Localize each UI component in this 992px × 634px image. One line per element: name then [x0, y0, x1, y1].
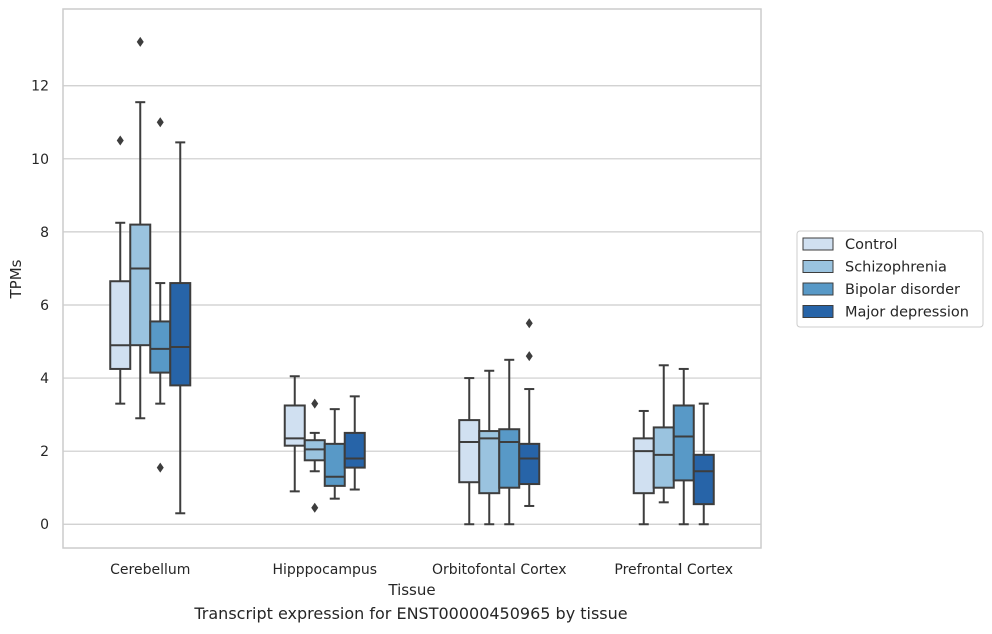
- box-schizophrenia: [303, 398, 326, 513]
- legend-swatch: [802, 282, 834, 296]
- x-tick-label: Prefrontal Cortex: [614, 562, 733, 578]
- box-bipolar-disorder: [149, 117, 172, 473]
- box-control: [109, 135, 132, 405]
- legend: Control Schizophrenia Bipolar disorder Majo…: [796, 230, 984, 328]
- legend-swatch: [802, 260, 834, 273]
- box-bipolar-disorder: [672, 367, 695, 526]
- box-iqr: [109, 280, 132, 370]
- box-bipolar-disorder: [498, 358, 521, 526]
- box-iqr: [283, 404, 306, 447]
- box-iqr: [149, 320, 172, 374]
- box-iqr: [692, 453, 715, 506]
- box-iqr: [323, 442, 346, 487]
- outlier-point: [136, 36, 144, 47]
- box-iqr: [672, 404, 695, 482]
- y-tick-label: 2: [40, 444, 49, 460]
- outlier-point: [116, 135, 124, 146]
- box-iqr: [652, 426, 675, 489]
- box-iqr: [478, 430, 501, 495]
- x-axis-label: Tissue: [387, 581, 435, 599]
- y-tick-labels: 0 2 4 6 8 10 12: [31, 79, 49, 534]
- legend-label: Bipolar disorder: [845, 282, 960, 298]
- box-schizophrenia: [652, 364, 675, 504]
- box-iqr: [343, 431, 366, 469]
- legend-swatch: [802, 237, 834, 251]
- outlier-point: [156, 117, 164, 128]
- x-tick-labels: Cerebellum Hipppocampus Orbitofontal Corte…: [110, 562, 733, 578]
- legend-swatch: [802, 305, 834, 318]
- x-tick-label: Orbitofontal Cortex: [432, 562, 567, 578]
- y-tick-label: 4: [40, 371, 49, 387]
- box-major-depression: [343, 395, 366, 491]
- box-major-depression: [169, 141, 192, 515]
- outlier-point: [311, 502, 319, 513]
- box-bipolar-disorder: [323, 408, 346, 500]
- y-tick-label: 0: [40, 517, 49, 533]
- box-iqr: [458, 419, 481, 484]
- x-tick-label: Cerebellum: [110, 562, 190, 578]
- box-major-depression: [518, 318, 541, 507]
- y-tick-label: 6: [40, 298, 49, 314]
- box-schizophrenia: [478, 369, 501, 526]
- box-plot-marks: [109, 36, 715, 526]
- legend-label: Major depression: [845, 305, 969, 321]
- box-major-depression: [692, 402, 715, 526]
- y-tick-label: 10: [31, 152, 49, 168]
- figure-caption: Transcript expression for ENST0000045096…: [194, 604, 628, 623]
- plot-frame: [62, 8, 762, 549]
- box-control: [632, 409, 655, 526]
- x-tick-label: Hipppocampus: [272, 562, 377, 578]
- outlier-point: [156, 462, 164, 473]
- box-iqr: [129, 223, 152, 347]
- box-iqr: [632, 437, 655, 495]
- y-tick-label: 12: [31, 79, 49, 95]
- box-control: [458, 377, 481, 526]
- y-tick-label: 8: [40, 225, 49, 241]
- outlier-point: [311, 398, 319, 409]
- box-iqr: [518, 442, 541, 486]
- box-control: [283, 375, 306, 493]
- legend-label: Schizophrenia: [845, 260, 947, 276]
- outlier-point: [525, 351, 533, 362]
- box-iqr: [169, 282, 192, 387]
- box-iqr: [498, 428, 521, 489]
- legend-items: Control Schizophrenia Bipolar disorder Majo…: [802, 237, 969, 321]
- legend-frame: [796, 230, 984, 328]
- box-schizophrenia: [129, 36, 152, 420]
- outlier-point: [525, 318, 533, 329]
- legend-label: Control: [845, 237, 897, 253]
- y-axis-label: TPMs: [7, 259, 25, 299]
